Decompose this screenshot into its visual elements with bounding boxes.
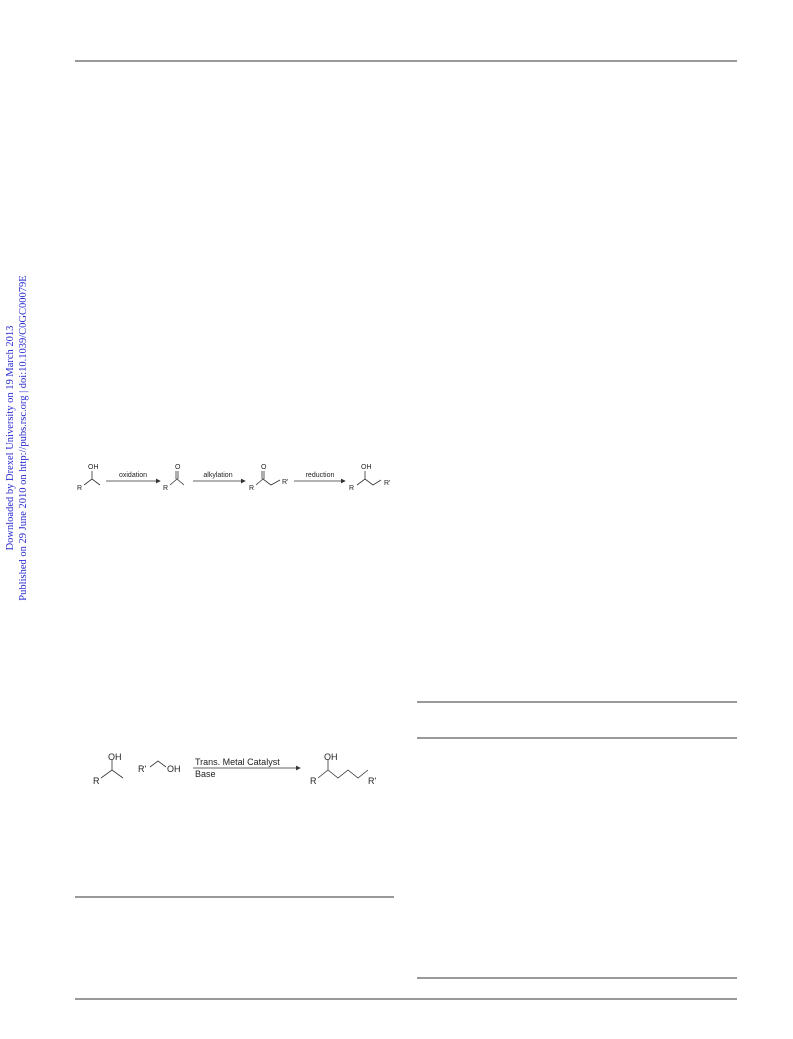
atom-label: R bbox=[349, 485, 354, 492]
sidebar-text: Published on 29 June 2010 on http://pubs… bbox=[18, 275, 29, 600]
reagent-label: Trans. Metal Catalyst bbox=[195, 757, 280, 767]
atom-label: R bbox=[310, 776, 317, 786]
atom-label: R' bbox=[138, 764, 146, 774]
atom-label: OH bbox=[108, 752, 122, 762]
reagent-label: Base bbox=[195, 769, 216, 779]
atom-label: OH bbox=[88, 464, 99, 471]
step-label: reduction bbox=[306, 472, 335, 479]
bond bbox=[356, 471, 382, 486]
scheme-2: OH R R' OH Trans. Metal Catalyst Base OH… bbox=[93, 752, 376, 786]
bond bbox=[169, 471, 185, 486]
atom-label: O bbox=[261, 464, 267, 471]
bond bbox=[255, 471, 281, 486]
step-label: alkylation bbox=[203, 472, 232, 479]
atom-label: O bbox=[175, 464, 181, 471]
atom-label: R bbox=[77, 485, 82, 492]
atom-label: OH bbox=[167, 764, 181, 774]
bond bbox=[83, 471, 101, 486]
bond bbox=[149, 760, 167, 768]
atom-label: R bbox=[93, 776, 100, 786]
atom-label: R bbox=[249, 485, 254, 492]
atom-label: OH bbox=[324, 752, 338, 762]
step-label: oxidation bbox=[119, 472, 147, 479]
bond bbox=[317, 760, 369, 779]
atom-label: R bbox=[163, 485, 168, 492]
atom-label: OH bbox=[361, 464, 372, 471]
scheme-1: OH R oxidation O R alkylation O R R' red… bbox=[77, 464, 390, 492]
bond bbox=[100, 760, 124, 779]
sidebar-text: Downloaded by Drexel University on 19 Ma… bbox=[5, 326, 16, 551]
atom-label: R' bbox=[368, 776, 376, 786]
atom-label: R' bbox=[384, 480, 390, 487]
atom-label: R' bbox=[282, 479, 288, 486]
